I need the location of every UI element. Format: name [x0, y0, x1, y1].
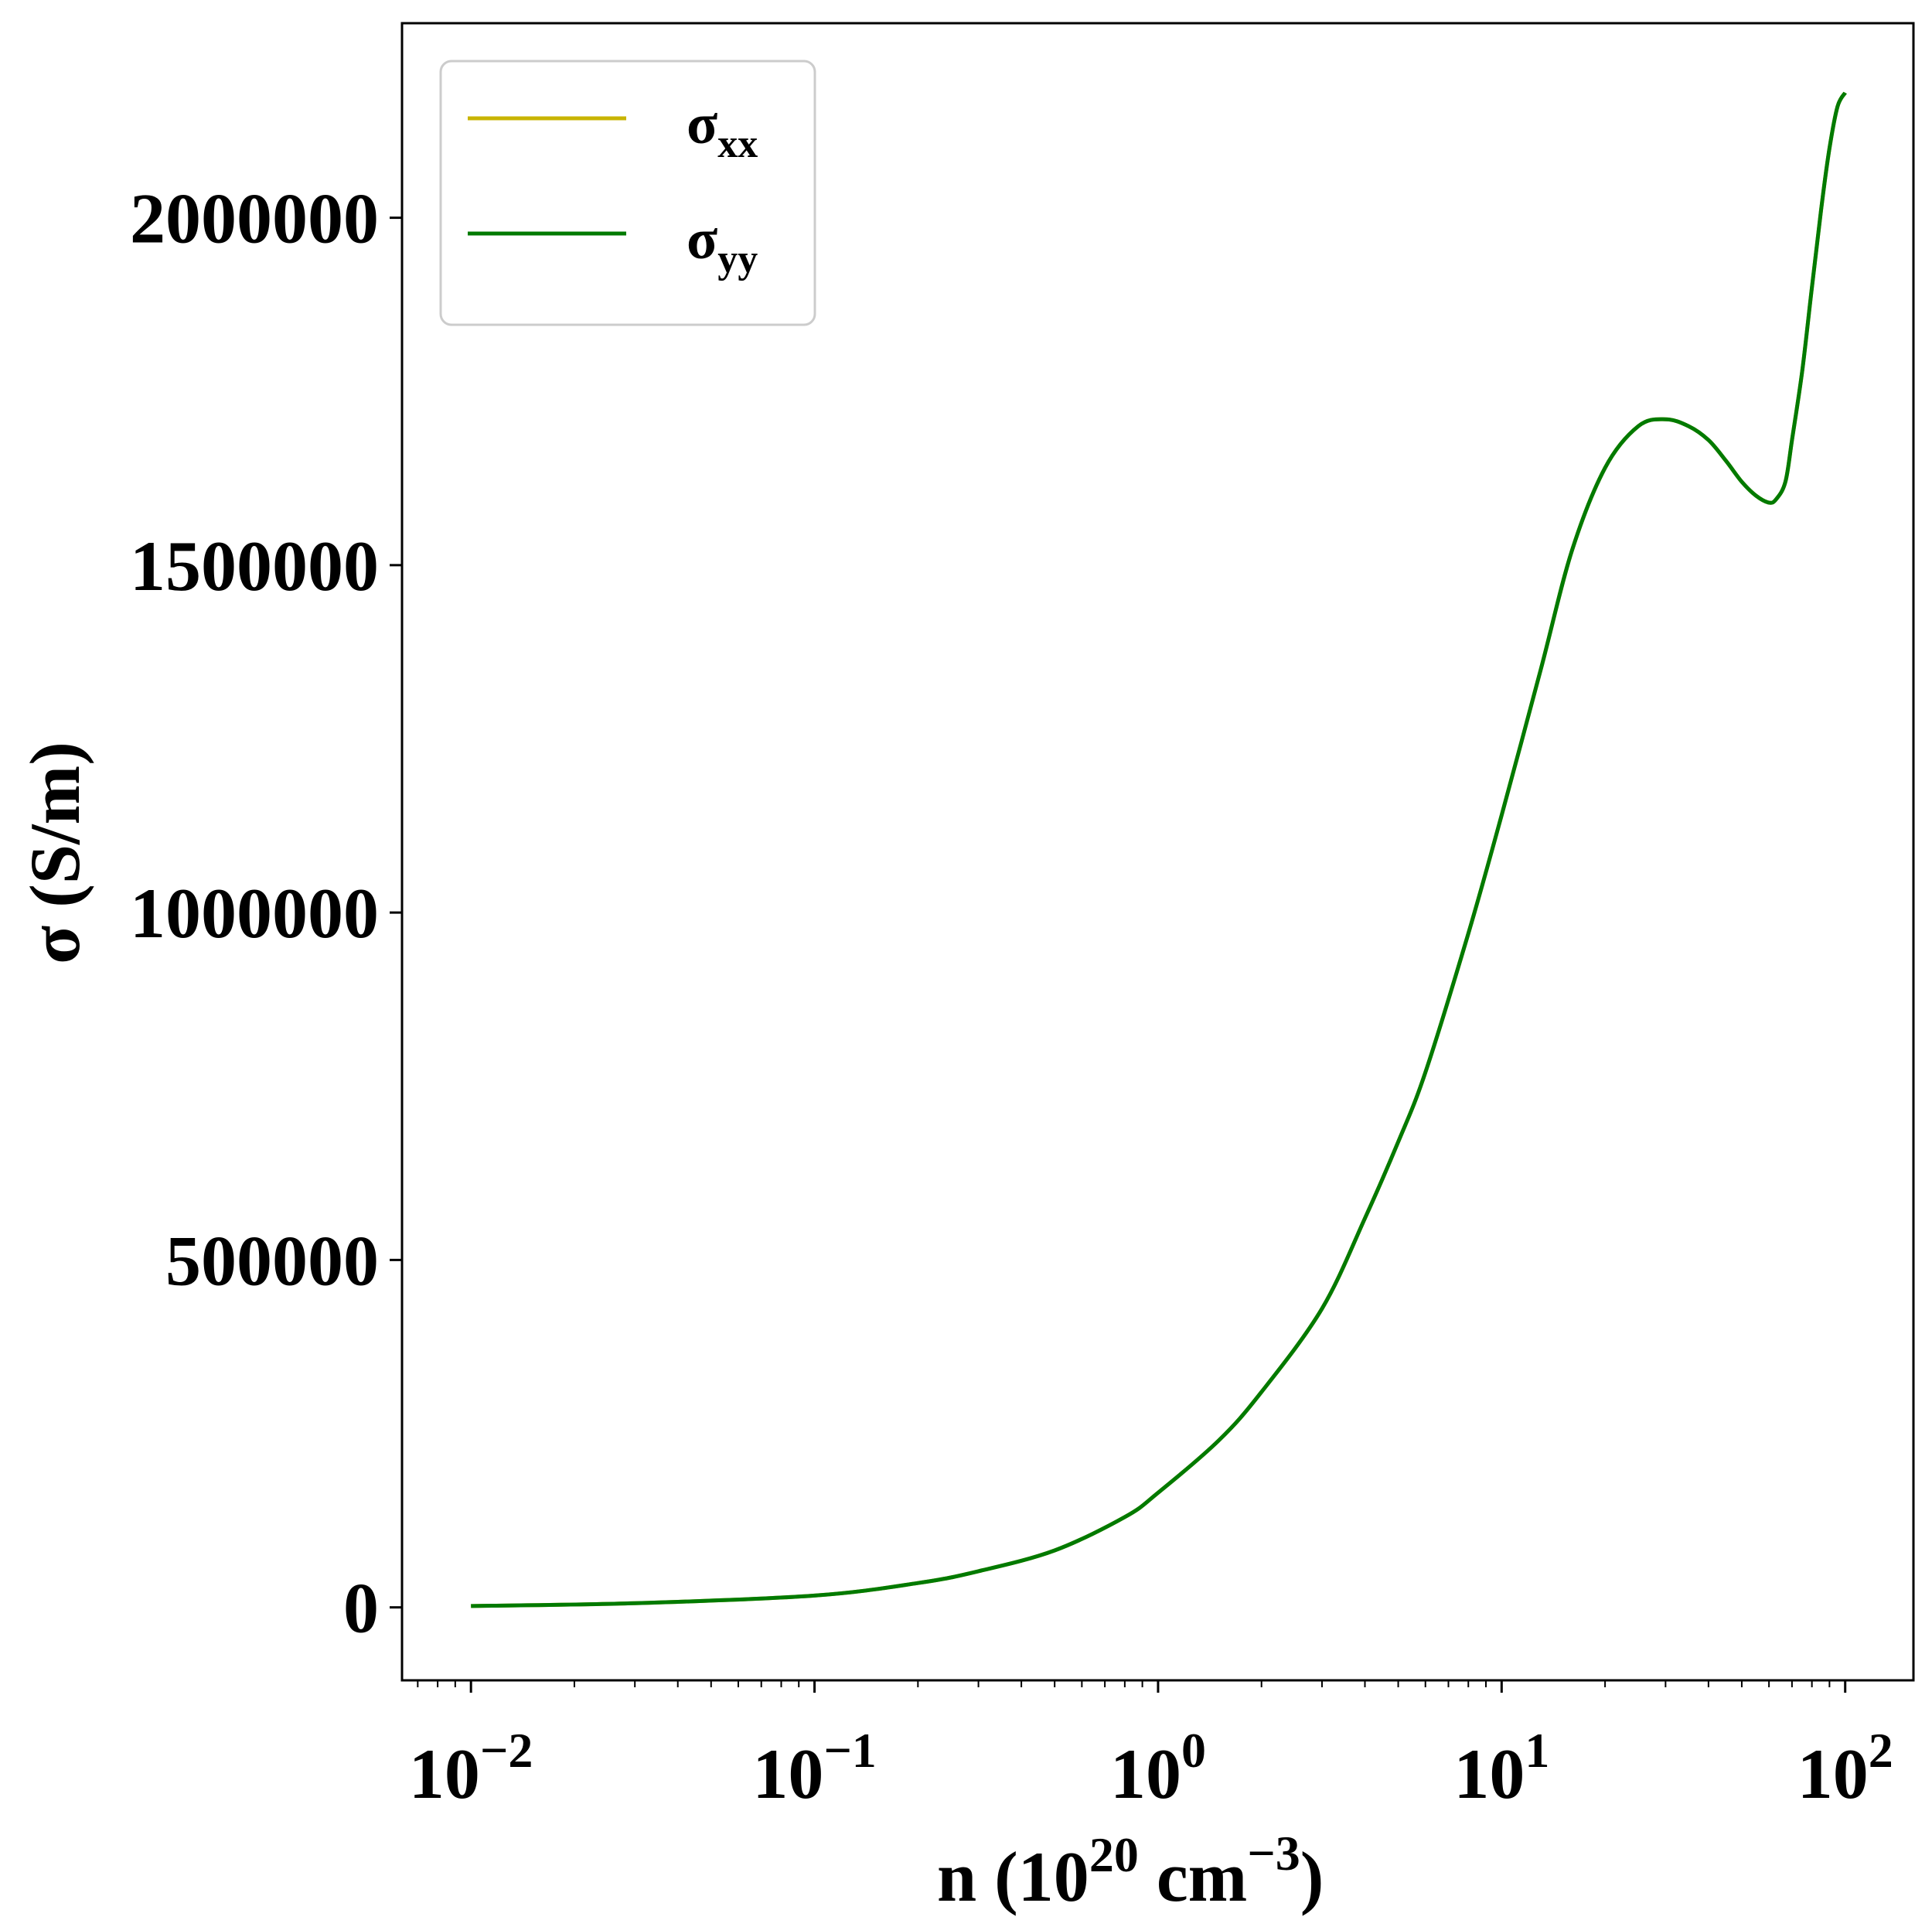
y-tick-label: 0 — [343, 1569, 379, 1648]
x-tick-label: 100 — [1110, 1723, 1206, 1813]
y-axis: 0 500000 1000000 1500000 2000000 — [130, 179, 402, 1648]
x-tick-label: 102 — [1797, 1723, 1893, 1813]
y-tick-label: 500000 — [165, 1221, 379, 1300]
y-axis-title: σ (S/m) — [15, 742, 94, 964]
x-tick-label: 10−1 — [752, 1723, 876, 1813]
x-tick-label: 101 — [1453, 1723, 1549, 1813]
x-tick-label: 10−2 — [409, 1723, 533, 1813]
x-axis-title: n (1020 cm−3) — [937, 1826, 1324, 1916]
legend-label-yy: σyy — [687, 208, 758, 281]
legend-box — [439, 60, 816, 326]
y-tick-label: 2000000 — [130, 179, 379, 258]
y-tick-label: 1500000 — [130, 527, 379, 605]
legend: σxx σyy — [439, 60, 816, 326]
series-layer — [471, 91, 1847, 1608]
legend-label-xx: σxx — [687, 93, 758, 166]
x-axis: 10−2 10−1 100 101 102 — [409, 1680, 1893, 1813]
series-line-yy — [471, 91, 1847, 1608]
y-tick-label: 1000000 — [130, 874, 379, 953]
